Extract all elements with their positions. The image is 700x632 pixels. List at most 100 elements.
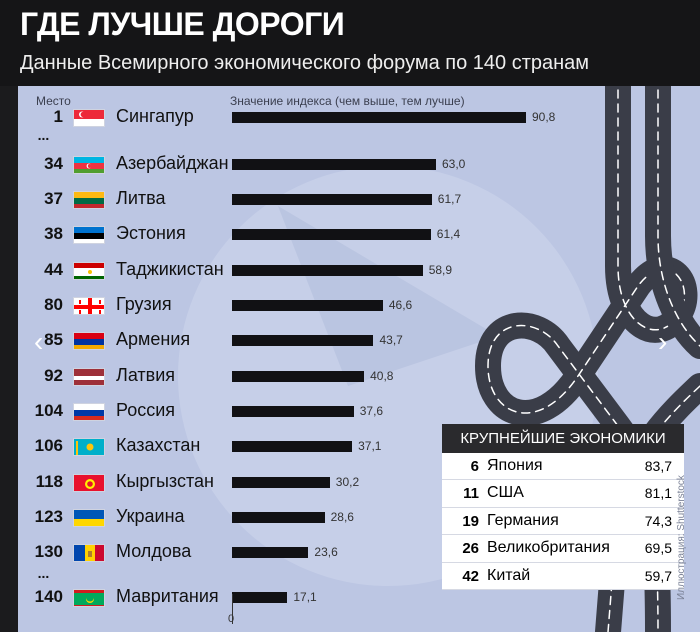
- value-label: 30,2: [335, 475, 360, 489]
- country-label: Мавритания: [116, 586, 219, 606]
- economy-country: Великобритания: [487, 539, 610, 557]
- economy-value: 59,7: [644, 567, 672, 584]
- economy-rank: 11: [463, 485, 479, 503]
- flag-armenia-icon: [73, 332, 105, 350]
- economy-country: США: [487, 484, 524, 502]
- economy-row: 42 Китай 59,7: [442, 563, 684, 590]
- rank-label: 1: [53, 107, 63, 126]
- flag-latvia-icon: [73, 368, 105, 386]
- economy-row: 11 США 81,1: [442, 480, 684, 508]
- rank-label: 140: [34, 587, 63, 606]
- bar: [232, 229, 431, 240]
- country-label: Молдова: [116, 541, 192, 561]
- economy-value: 83,7: [644, 458, 672, 474]
- economy-country: Германия: [487, 511, 559, 529]
- flag-moldova-icon: [73, 544, 105, 562]
- country-label: Украина: [116, 506, 185, 526]
- largest-economies-title: КРУПНЕЙШИЕ ЭКОНОМИКИ: [442, 424, 684, 453]
- ellipsis-marker: ...: [37, 565, 50, 581]
- chevron-left-icon[interactable]: ‹: [34, 326, 44, 357]
- rank-label: 80: [44, 295, 63, 314]
- rank-label: 92: [44, 366, 63, 385]
- bar: [232, 335, 374, 346]
- header: ГДЕ ЛУЧШЕ ДОРОГИ Данные Всемирного эконо…: [0, 0, 700, 86]
- bar: [232, 265, 423, 276]
- rank-label: 85: [44, 330, 63, 349]
- x-axis-line: [232, 594, 233, 624]
- value-column-header: Значение индекса (чем выше, тем лучше): [230, 94, 465, 108]
- rank-label: 37: [44, 189, 63, 208]
- economy-country: Япония: [487, 457, 543, 474]
- value-label: 90,8: [532, 110, 556, 124]
- rank-label: 118: [35, 472, 63, 491]
- country-label: Литва: [116, 188, 166, 208]
- economy-rank: 42: [462, 567, 479, 585]
- chart-panel: Место Значение индекса (чем выше, тем лу…: [18, 86, 700, 632]
- country-label: Россия: [116, 400, 176, 420]
- value-label: 63,0: [441, 157, 466, 171]
- country-label: Азербайджан: [116, 153, 229, 173]
- rank-label: 34: [44, 154, 63, 173]
- rank-label: 123: [34, 507, 63, 526]
- economy-rank: 26: [462, 540, 479, 558]
- value-label: 37,1: [358, 439, 382, 453]
- flag-ukraine-icon: [73, 509, 105, 527]
- rank-column-header: Место: [36, 94, 71, 108]
- largest-economies-box: КРУПНЕЙШИЕ ЭКОНОМИКИ 6 Япония 83,7 11 США 81,…: [442, 424, 684, 590]
- bar: [232, 512, 325, 523]
- economy-rank: 6: [470, 458, 479, 475]
- page-title: ГДЕ ЛУЧШЕ ДОРОГИ: [20, 6, 345, 42]
- bar: [232, 592, 288, 603]
- bar: [232, 441, 353, 452]
- flag-russia-icon: [73, 403, 105, 421]
- flag-kyrgyzstan-icon: [73, 474, 105, 492]
- rank-label: 130: [34, 542, 63, 561]
- value-label: 61,7: [437, 192, 462, 206]
- value-label: 28,6: [330, 510, 354, 524]
- value-label: 43,7: [379, 333, 403, 347]
- flag-lithuania-icon: [73, 191, 105, 209]
- country-label: Таджикистан: [116, 259, 224, 279]
- flag-singapore-icon: [73, 109, 105, 127]
- value-label: 40,8: [370, 369, 394, 383]
- economy-row: 6 Япония 83,7: [442, 453, 684, 481]
- economy-value: 74,3: [644, 512, 672, 529]
- country-label: Армения: [116, 329, 191, 349]
- x-axis-zero-label: 0: [228, 613, 235, 625]
- chevron-right-icon[interactable]: ›: [658, 326, 668, 357]
- economy-rank: 19: [462, 512, 479, 530]
- flag-azerbaijan-icon: [73, 156, 105, 174]
- bar: [232, 194, 432, 205]
- rank-label: 38: [44, 224, 63, 243]
- value-label: 58,9: [428, 263, 453, 277]
- economy-value: 69,5: [644, 540, 672, 557]
- bar: [232, 406, 354, 417]
- country-label: Латвия: [116, 365, 176, 385]
- economy-country: Китай: [487, 566, 531, 584]
- bar: [232, 159, 436, 170]
- rank-label: 106: [34, 436, 63, 455]
- country-label: Сингапур: [116, 106, 194, 126]
- bar: [232, 477, 330, 488]
- value-label: 23,6: [314, 545, 338, 559]
- flag-tajikistan-icon: [73, 262, 105, 280]
- country-label: Эстония: [116, 223, 186, 243]
- value-label: 37,6: [359, 404, 384, 418]
- rank-label: 44: [44, 260, 63, 279]
- economy-row: 19 Германия 74,3: [442, 508, 684, 536]
- value-label: 61,4: [436, 227, 461, 241]
- flag-estonia-icon: [73, 226, 105, 244]
- bar: [232, 371, 365, 382]
- economy-row: 26 Великобритания 69,5: [442, 535, 684, 563]
- value-label: 46,6: [388, 298, 413, 312]
- country-label: Казахстан: [116, 435, 201, 455]
- image-credit: Иллюстрация: Shutterstock: [676, 475, 687, 600]
- largest-economies-rows: 6 Япония 83,7 11 США 81,1 19 Германия 74,3 26 Вели…: [442, 453, 684, 590]
- bar: [232, 112, 526, 123]
- country-label: Грузия: [116, 294, 172, 314]
- flag-kazakhstan-icon: [73, 438, 105, 456]
- flag-mauritania-icon: [73, 589, 105, 607]
- economy-value: 81,1: [644, 485, 672, 502]
- country-label: Кыргызстан: [116, 471, 214, 491]
- value-label: 17,1: [293, 590, 317, 604]
